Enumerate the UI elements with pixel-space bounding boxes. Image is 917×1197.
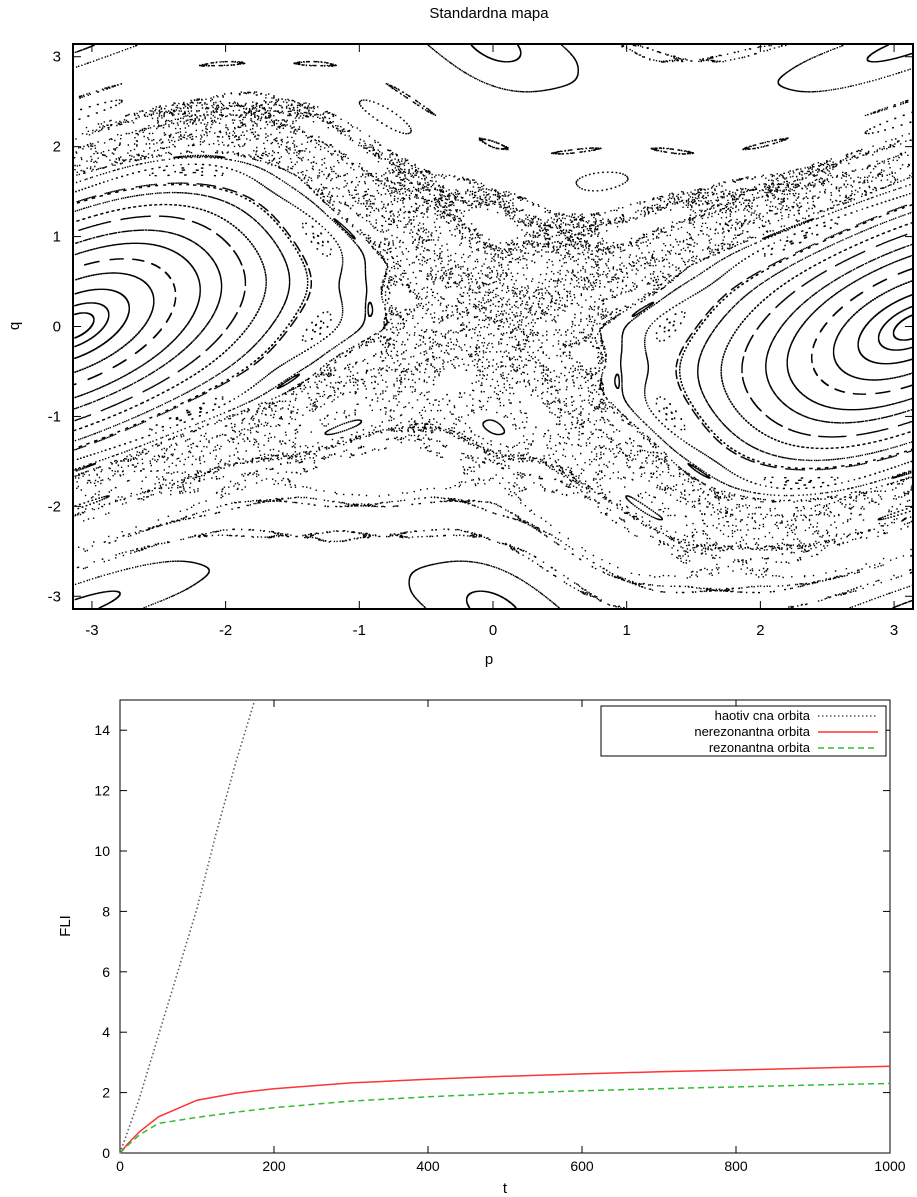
fli-y-tick-label: 0 bbox=[102, 1145, 110, 1161]
map-x-tick-label: -1 bbox=[353, 622, 366, 639]
fli-x-label: t bbox=[503, 1180, 508, 1197]
fli-ticks: 0 200 400 600 800 1000 0 2 4 6 8 10 12 14 bbox=[94, 700, 906, 1174]
fli-y-tick-label: 2 bbox=[102, 1085, 110, 1101]
map-y-tick-label: -1 bbox=[48, 408, 61, 425]
map-x-tick-label: 2 bbox=[756, 622, 764, 639]
legend-label-nonresonant: nerezonantna orbita bbox=[694, 724, 810, 739]
standard-map-y-label: q bbox=[6, 322, 23, 330]
fli-series-nonresonant bbox=[119, 1065, 891, 1154]
map-x-tick-label: 0 bbox=[489, 622, 497, 639]
fli-x-tick-label: 1000 bbox=[874, 1158, 905, 1174]
fli-panel: 0 200 400 600 800 1000 0 2 4 6 8 10 12 14 haotiv cna … bbox=[57, 699, 906, 1197]
map-y-tick-label: 3 bbox=[53, 49, 61, 66]
map-x-tick-label: 1 bbox=[623, 622, 631, 639]
fli-legend: haotiv cna orbita nerezonantna orbita re… bbox=[600, 705, 887, 757]
standard-map-frame bbox=[72, 43, 914, 610]
fli-series-resonant bbox=[119, 1082, 891, 1154]
map-x-tick-label: -3 bbox=[85, 622, 98, 639]
map-y-tick-label: 1 bbox=[53, 229, 61, 246]
fli-y-tick-label: 6 bbox=[102, 964, 110, 980]
fli-y-tick-label: 4 bbox=[102, 1024, 110, 1040]
legend-label-resonant: rezonantna orbita bbox=[709, 740, 811, 755]
map-x-tick-label: -2 bbox=[219, 622, 232, 639]
fli-y-label: FLI bbox=[57, 915, 74, 937]
legend-label-chaotic: haotiv cna orbita bbox=[715, 708, 811, 723]
standard-map-title: Standardna mapa bbox=[429, 5, 549, 22]
map-y-tick-label: -2 bbox=[48, 498, 61, 515]
fli-x-tick-label: 800 bbox=[724, 1158, 748, 1174]
fli-series bbox=[119, 699, 891, 1154]
fli-y-tick-label: 10 bbox=[94, 843, 110, 859]
fli-y-tick-label: 12 bbox=[94, 783, 110, 799]
standard-map-x-label: p bbox=[485, 651, 493, 668]
fli-y-tick-label: 14 bbox=[94, 722, 110, 738]
fli-series-chaotic bbox=[119, 699, 256, 1154]
fli-x-tick-label: 400 bbox=[416, 1158, 440, 1174]
standard-map-y-ticks: 3 2 1 0 -1 -2 -3 bbox=[48, 49, 913, 605]
standard-map-x-ticks: -3 -2 -1 0 1 2 3 bbox=[85, 44, 898, 639]
map-y-tick-label: 0 bbox=[53, 319, 61, 336]
fli-x-tick-label: 200 bbox=[262, 1158, 286, 1174]
map-y-tick-label: -3 bbox=[48, 588, 61, 605]
fli-x-tick-label: 600 bbox=[570, 1158, 594, 1174]
fli-y-tick-label: 8 bbox=[102, 903, 110, 919]
map-y-tick-label: 2 bbox=[53, 139, 61, 156]
orbit-points bbox=[74, 44, 914, 609]
phase-space-orbits bbox=[74, 44, 914, 609]
fli-frame bbox=[119, 699, 891, 1154]
map-x-tick-label: 3 bbox=[890, 622, 898, 639]
fli-x-tick-label: 0 bbox=[116, 1158, 124, 1174]
